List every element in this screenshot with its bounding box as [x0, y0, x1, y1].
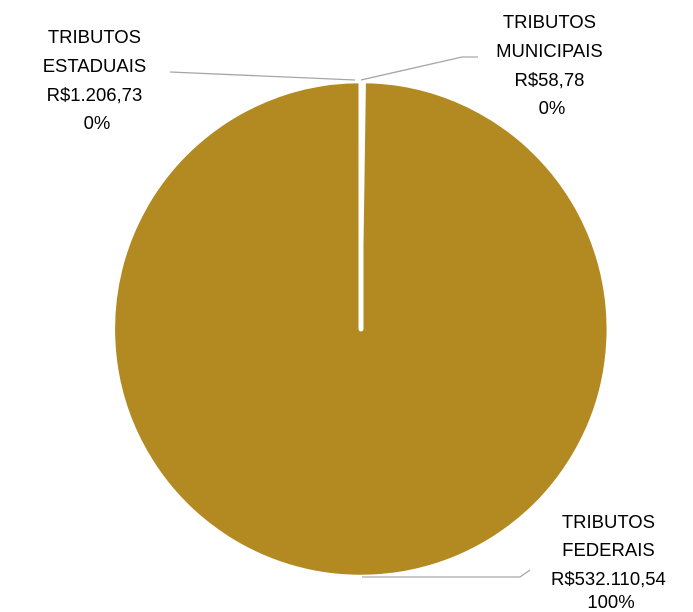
label-municipais-name-1: TRIBUTOS [503, 11, 596, 32]
leader-line-estaduais [169, 71, 356, 81]
label-federais-name-2: FEDERAIS [562, 539, 655, 560]
label-estaduais: TRIBUTOS ESTADUAIS R$1.206,73 0% [43, 26, 152, 133]
label-municipais-name-2: MUNICIPAIS [496, 40, 603, 61]
label-federais-name-1: TRIBUTOS [562, 511, 655, 532]
label-federais: TRIBUTOS FEDERAIS R$532.110,54 100% [551, 511, 671, 612]
label-estaduais-name-2: ESTADUAIS [43, 55, 146, 76]
label-federais-value: R$532.110,54 [551, 568, 666, 589]
label-federais-percent: 100% [587, 591, 634, 612]
label-municipais-value: R$58,78 [514, 69, 584, 90]
leader-lines [169, 56, 531, 578]
label-estaduais-value: R$1.206,73 [47, 84, 143, 105]
label-municipais-percent: 0% [539, 97, 566, 118]
label-estaduais-name-1: TRIBUTOS [48, 26, 141, 47]
pie-slices [112, 79, 609, 578]
leader-line-municipais [360, 56, 478, 81]
label-estaduais-percent: 0% [84, 112, 111, 133]
label-municipais: TRIBUTOS MUNICIPAIS R$58,78 0% [496, 11, 608, 118]
leader-line-federais [362, 569, 531, 578]
